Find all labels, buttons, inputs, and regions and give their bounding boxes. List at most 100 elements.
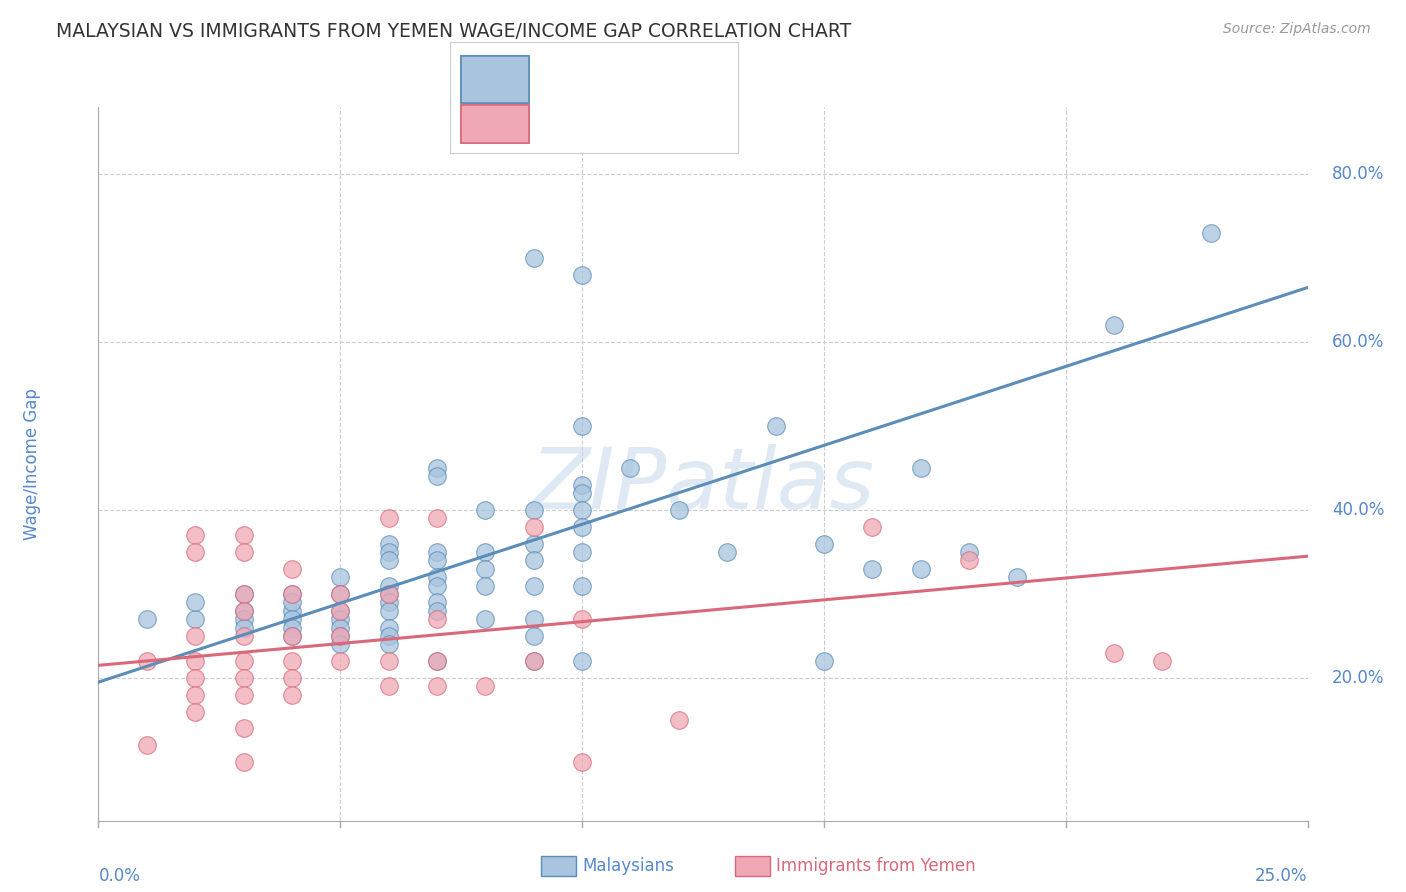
Point (329, 621, 352, 635)
Point (184, 654, 207, 668)
Point (1102, 646, 1125, 660)
Point (377, 587, 399, 601)
Point (281, 621, 304, 635)
Point (135, 612, 157, 626)
Point (571, 419, 593, 434)
Point (474, 679, 496, 693)
Text: Immigrants from Yemen: Immigrants from Yemen (776, 857, 976, 875)
Point (523, 536, 546, 550)
Point (232, 621, 254, 635)
Point (523, 629, 546, 643)
Text: Malaysians: Malaysians (582, 857, 673, 875)
Point (232, 587, 254, 601)
Point (281, 562, 304, 576)
Point (426, 545, 449, 559)
Point (860, 562, 883, 576)
Point (1199, 226, 1222, 240)
Point (232, 755, 254, 769)
Point (329, 654, 352, 668)
Point (281, 587, 304, 601)
Point (571, 520, 593, 534)
Point (329, 587, 352, 601)
Point (571, 486, 593, 500)
Point (523, 520, 546, 534)
Point (426, 469, 449, 483)
Point (184, 545, 207, 559)
Point (377, 511, 399, 525)
Point (232, 612, 254, 626)
Point (329, 570, 352, 584)
Point (1102, 318, 1125, 333)
Text: 60.0%: 60.0% (1331, 333, 1384, 351)
Point (377, 679, 399, 693)
Point (232, 688, 254, 702)
Text: 40.0%: 40.0% (1331, 501, 1384, 519)
Point (426, 679, 449, 693)
Text: MALAYSIAN VS IMMIGRANTS FROM YEMEN WAGE/INCOME GAP CORRELATION CHART: MALAYSIAN VS IMMIGRANTS FROM YEMEN WAGE/… (56, 22, 852, 41)
Point (184, 528, 207, 542)
Text: R = 0.608: R = 0.608 (537, 69, 627, 87)
Text: ZIPatlas: ZIPatlas (531, 443, 875, 527)
Point (232, 587, 254, 601)
Point (523, 654, 546, 668)
Point (329, 629, 352, 643)
Point (523, 251, 546, 265)
Point (571, 478, 593, 492)
Point (377, 587, 399, 601)
Text: 0.0%: 0.0% (98, 867, 141, 885)
Point (523, 578, 546, 592)
Point (426, 511, 449, 525)
Point (281, 688, 304, 702)
Point (377, 604, 399, 618)
Point (426, 461, 449, 475)
Point (232, 671, 254, 685)
Point (426, 578, 449, 592)
Point (813, 536, 835, 550)
Point (377, 545, 399, 559)
Point (281, 595, 304, 609)
Point (329, 637, 352, 651)
Text: 80.0%: 80.0% (1331, 165, 1384, 183)
Point (426, 612, 449, 626)
Point (765, 419, 787, 434)
Text: Wage/Income Gap: Wage/Income Gap (22, 388, 41, 540)
Point (860, 520, 883, 534)
Point (957, 553, 980, 567)
Point (232, 545, 254, 559)
Point (377, 536, 399, 550)
Point (184, 705, 207, 719)
Point (184, 671, 207, 685)
Point (426, 595, 449, 609)
Point (474, 545, 496, 559)
Text: 25.0%: 25.0% (1256, 867, 1308, 885)
Point (232, 654, 254, 668)
Point (668, 713, 690, 727)
Point (957, 545, 980, 559)
Point (910, 562, 932, 576)
Point (135, 654, 157, 668)
Point (571, 503, 593, 517)
Point (571, 545, 593, 559)
Point (426, 654, 449, 668)
Point (474, 612, 496, 626)
Point (281, 612, 304, 626)
Point (426, 553, 449, 567)
Point (232, 604, 254, 618)
Point (571, 654, 593, 668)
Point (523, 503, 546, 517)
Point (571, 578, 593, 592)
Point (377, 654, 399, 668)
Point (1152, 654, 1174, 668)
Point (232, 528, 254, 542)
Text: N = 47: N = 47 (640, 114, 703, 132)
Point (474, 578, 496, 592)
Text: Source: ZipAtlas.com: Source: ZipAtlas.com (1223, 22, 1371, 37)
Point (329, 587, 352, 601)
Point (813, 654, 835, 668)
Point (329, 629, 352, 643)
Point (523, 654, 546, 668)
Point (135, 738, 157, 752)
Point (377, 553, 399, 567)
Point (232, 604, 254, 618)
Point (426, 570, 449, 584)
